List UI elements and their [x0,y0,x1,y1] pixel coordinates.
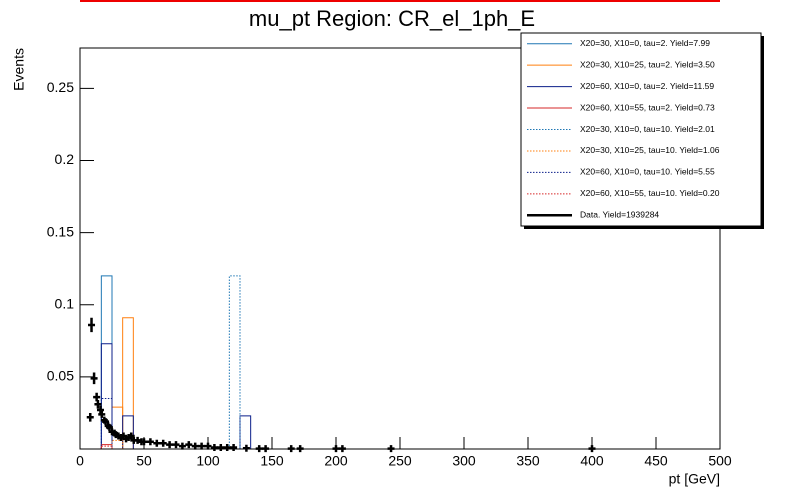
legend: X20=30, X10=0, tau=2. Yield=7.99 X20=30, … [520,32,764,229]
data-point [178,442,186,450]
y-tick-label: 0.05 [47,368,74,384]
data-point [210,444,218,452]
histogram-bin [122,415,134,449]
chart-title: mu_pt Region: CR_el_1ph_E [249,6,535,31]
data-point [93,392,101,402]
data-point [88,317,96,333]
data-point [98,410,106,418]
legend-label: X20=30, X10=0, tau=10. Yield=2.01 [580,124,715,134]
x-tick-label: 150 [260,453,284,469]
data-point [242,444,250,452]
x-tick-label: 100 [196,453,220,469]
histogram-bin [111,439,124,449]
legend-label: X20=60, X10=55, tau=2. Yield=0.73 [580,102,715,112]
data-point [94,399,102,409]
x-tick-label: 500 [708,453,732,469]
y-tick-label: 0.25 [47,79,74,95]
y-tick-label: 0.15 [47,223,74,239]
legend-label: X20=60, X10=55, tau=10. Yield=0.20 [580,188,720,198]
x-tick-label: 50 [136,453,152,469]
data-point [90,372,98,385]
legend-label: X20=30, X10=0, tau=2. Yield=7.99 [580,38,710,48]
data-point [204,442,212,450]
histogram-bin [228,275,241,449]
x-tick-label: 200 [324,453,348,469]
data-point [105,423,113,431]
x-tick-label: 250 [388,453,412,469]
x-tick-label: 450 [644,453,668,469]
histogram-bin [100,343,113,449]
data-point [191,442,199,450]
y-tick-label: 0.1 [55,295,75,311]
data-point [140,438,148,446]
x-tick-label: 350 [516,453,540,469]
data-point [172,441,180,449]
data-point [102,418,110,426]
x-axis-label: pt [GeV] [669,471,720,487]
frame [79,47,721,450]
data-point [146,438,154,446]
data-point [96,405,104,415]
data-point [134,436,142,444]
data-point [86,412,94,422]
y-tick-label: 0.2 [55,151,75,167]
data-point [159,439,167,447]
data-point [153,439,161,447]
data-point [223,444,231,452]
data-point [185,441,193,449]
x-tick-label: 400 [580,453,604,469]
histogram-bin [100,445,113,449]
histogram-bin [122,317,134,449]
data-point [198,442,206,450]
legend-label: X20=60, X10=0, tau=2. Yield=11.59 [580,81,714,91]
data-point [127,432,135,440]
x-tick-label: 300 [452,453,476,469]
legend-label: Data. Yield=1939284 [580,210,659,220]
y-axis-label: Events [11,48,27,91]
x-tick-label: 0 [76,453,84,469]
plot-area: 0 50 100 150 200 250 300 350 400 450 500 0.05 0.1 0.1… [47,79,732,469]
data-point [166,441,174,449]
data-point [230,444,238,452]
legend-label: X20=30, X10=25, tau=2. Yield=3.50 [580,59,715,69]
legend-label: X20=30, X10=25, tau=10. Yield=1.06 [580,145,720,155]
legend-label: X20=60, X10=0, tau=10. Yield=5.55 [580,167,715,177]
histogram-bin [100,398,113,449]
data-point [217,444,225,452]
